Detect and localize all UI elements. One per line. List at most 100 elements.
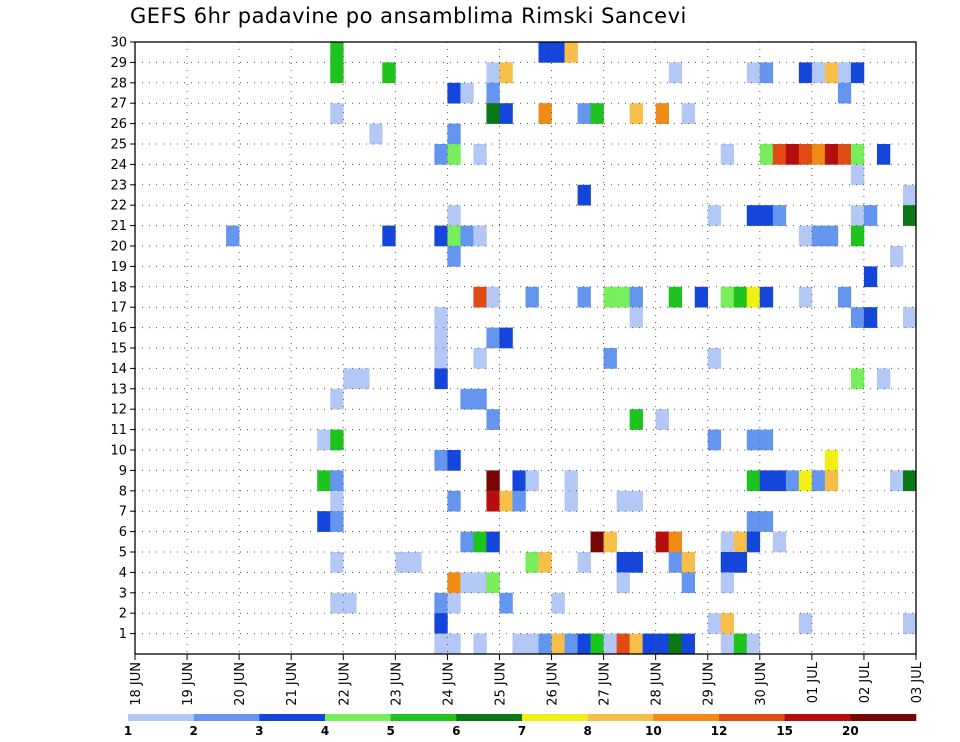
heatmap-cell bbox=[824, 470, 839, 492]
heatmap-cell bbox=[447, 450, 461, 471]
y-tick-label: 1 bbox=[119, 627, 127, 642]
heatmap-cell bbox=[382, 225, 396, 247]
heatmap-cell bbox=[577, 184, 591, 206]
y-tick-label: 27 bbox=[110, 97, 127, 112]
heatmap-cell bbox=[499, 490, 513, 512]
heatmap-cell bbox=[642, 633, 656, 655]
heatmap-cell bbox=[512, 633, 526, 655]
heatmap-cell bbox=[655, 531, 669, 553]
heatmap-cell bbox=[486, 82, 500, 104]
heatmap-cell bbox=[616, 490, 630, 512]
y-tick-label: 30 bbox=[110, 36, 127, 51]
legend-swatch bbox=[784, 714, 851, 721]
heatmap-cell bbox=[811, 225, 826, 247]
x-tick-label: 19 JUN bbox=[181, 662, 196, 706]
heatmap-cell bbox=[694, 286, 709, 308]
heatmap-cell bbox=[824, 62, 839, 84]
heatmap-cell bbox=[798, 225, 813, 247]
heatmap-cell bbox=[616, 572, 630, 594]
heatmap-cell bbox=[746, 62, 761, 84]
heatmap-cell bbox=[772, 205, 787, 226]
heatmap-cell bbox=[486, 62, 500, 84]
heatmap-cell bbox=[408, 552, 422, 573]
x-tick-label: 30 JUN bbox=[754, 662, 769, 706]
heatmap-cell bbox=[551, 633, 565, 655]
heatmap-cell bbox=[564, 470, 578, 492]
heatmap-cell bbox=[460, 388, 474, 410]
heatmap-cell bbox=[629, 633, 643, 655]
heatmap-cell bbox=[434, 450, 448, 471]
heatmap-cell bbox=[655, 633, 669, 655]
heatmap-cell bbox=[447, 572, 461, 594]
y-tick-label: 6 bbox=[119, 525, 127, 540]
heatmap-cell bbox=[473, 144, 487, 165]
heatmap-cell bbox=[434, 348, 448, 369]
heatmap-cell bbox=[824, 450, 839, 471]
heatmap-cell bbox=[499, 592, 513, 614]
heatmap-cell bbox=[707, 348, 722, 369]
heatmap-cell bbox=[226, 225, 240, 247]
heatmap-cell bbox=[525, 470, 539, 492]
legend-swatch bbox=[653, 714, 720, 721]
heatmap-cell bbox=[863, 266, 878, 288]
heatmap-cell bbox=[889, 246, 904, 267]
y-tick-label: 28 bbox=[110, 76, 127, 91]
y-tick-label: 5 bbox=[119, 546, 127, 561]
heatmap-cell bbox=[369, 123, 383, 145]
x-tick-label: 22 JUN bbox=[337, 662, 352, 706]
legend-label: 12 bbox=[711, 724, 728, 738]
x-tick-label: 23 JUN bbox=[389, 662, 404, 706]
heatmap-cell bbox=[317, 470, 331, 492]
heatmap-cell bbox=[447, 246, 461, 267]
heatmap-cell bbox=[473, 388, 487, 410]
heatmap-cell bbox=[473, 633, 487, 655]
heatmap-cell bbox=[629, 490, 643, 512]
heatmap-cell bbox=[343, 592, 357, 614]
heatmap-cell bbox=[759, 144, 774, 165]
legend-label: 20 bbox=[842, 724, 859, 738]
heatmap-cell bbox=[486, 327, 500, 349]
heatmap-cell bbox=[330, 511, 344, 532]
x-tick-label: 24 JUN bbox=[441, 662, 456, 706]
heatmap-cell bbox=[330, 490, 344, 512]
heatmap-cell bbox=[603, 531, 617, 553]
heatmap-cell bbox=[629, 286, 643, 308]
heatmap-cell bbox=[824, 144, 839, 165]
heatmap-cell bbox=[447, 490, 461, 512]
heatmap-cell bbox=[538, 42, 552, 63]
heatmap-cell bbox=[733, 552, 748, 573]
heatmap-cell bbox=[850, 307, 865, 328]
x-tick-label: 18 JUN bbox=[129, 662, 144, 706]
heatmap-cell bbox=[785, 470, 800, 492]
heatmap-cell bbox=[486, 531, 500, 553]
heatmap-cell bbox=[538, 103, 552, 124]
legend-label: 6 bbox=[452, 724, 460, 738]
heatmap-cell bbox=[759, 511, 774, 532]
heatmap-cell bbox=[681, 103, 696, 124]
y-tick-label: 22 bbox=[110, 199, 127, 214]
y-tick-label: 7 bbox=[119, 505, 127, 520]
heatmap-cell bbox=[746, 429, 761, 451]
heatmap-cell bbox=[655, 103, 669, 124]
heatmap-cell bbox=[499, 327, 513, 349]
heatmap-cell bbox=[902, 307, 917, 328]
heatmap-cell bbox=[850, 62, 865, 84]
y-tick-label: 13 bbox=[110, 382, 127, 397]
x-tick-label: 26 JUN bbox=[546, 662, 561, 706]
heatmap-cell bbox=[447, 633, 461, 655]
heatmap-cell bbox=[772, 144, 787, 165]
legend-label: 7 bbox=[518, 724, 526, 738]
heatmap-cell bbox=[434, 225, 448, 247]
x-axis: 18 JUN 19 JUN 20 JUN 21 JUN 22 JUN 23 JUN 24 J… bbox=[129, 654, 925, 706]
heatmap-cell bbox=[564, 42, 578, 63]
heatmap-cell bbox=[850, 368, 865, 390]
heatmap-cell bbox=[616, 552, 630, 573]
heatmap-cell bbox=[447, 592, 461, 614]
heatmap-cell bbox=[902, 613, 917, 634]
legend-swatch bbox=[390, 714, 457, 721]
heatmap-cell bbox=[525, 286, 539, 308]
heatmap-cell bbox=[733, 286, 748, 308]
heatmap-cell bbox=[577, 633, 591, 655]
legend-swatch bbox=[587, 714, 654, 721]
